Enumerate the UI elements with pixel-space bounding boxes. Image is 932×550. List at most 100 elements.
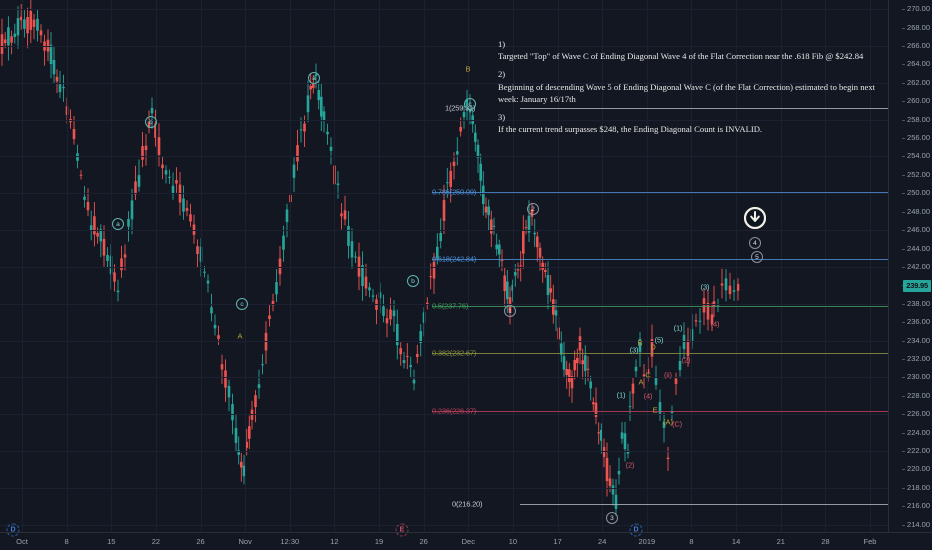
price-tick: 238.00 [902,298,930,308]
gridline-vertical [870,0,871,532]
drawing-anchor-marker[interactable]: E [395,523,409,537]
gridline-vertical [111,0,112,532]
time-tick: 17 [553,537,562,546]
wave-label: 2 [527,203,539,215]
time-tick: 14 [731,537,741,546]
price-tick: 218.00 [902,482,930,492]
price-tick: 250.00 [902,188,930,198]
price-tick: 236.00 [902,317,930,327]
gridline-vertical [67,0,68,532]
wave-label: 4 [749,237,761,249]
price-tick: 244.00 [902,243,930,253]
wave-label: (ii) [664,370,672,380]
price-tick: 214.00 [902,519,930,529]
fib-level-line[interactable] [432,259,888,260]
wave-label: (A) [663,417,673,427]
fib-level-label: 0.5(237.76) [432,301,469,311]
time-tick: 12 [330,537,339,546]
price-tick: 226.00 [902,409,930,419]
gridline-vertical [602,0,603,532]
wave-label: (2) [625,460,635,470]
time-tick: 2019 [638,537,656,546]
gridline-vertical [379,0,380,532]
gridline-vertical [290,0,291,532]
drawing-anchor-marker[interactable]: D [6,523,20,537]
wave-label: (5) [654,335,664,345]
wave-label: c [236,298,248,310]
gridline-horizontal [0,9,888,10]
time-tick: 10 [508,537,518,546]
price-tick: 260.00 [902,96,930,106]
fib-level-line[interactable] [520,504,888,505]
plot-area[interactable]: 1(259.31) 0.786(250.09) 0.618(242.84) 0.5(2… [0,0,888,532]
price-tick: 232.00 [902,353,930,363]
note-1-number: 1) [498,39,506,49]
wave-label: C [645,370,651,380]
price-tick: 248.00 [902,206,930,216]
analysis-annotation: 1) Targeted "Top" of Wave C of Ending Di… [498,38,890,141]
fib-level-label: 1(259.31) [445,103,476,113]
gridline-vertical [156,0,157,532]
gridline-vertical [245,0,246,532]
time-tick: Feb [863,537,877,546]
wave-label: B [637,338,643,348]
fib-level-label: 0(216.20) [452,499,483,509]
gridline-horizontal [0,267,888,268]
gridline-vertical [647,0,648,532]
wave-label: 1 [504,305,516,317]
price-axis[interactable]: 270.00 268.00 266.00 264.00 262.00 260.00 258.… [888,0,932,532]
fib-level-line[interactable] [432,353,888,354]
price-tick: 270.00 [902,4,930,14]
gridline-horizontal [0,341,888,342]
price-tick: 216.00 [902,501,930,511]
wave-label: a [308,72,320,84]
time-tick: 15 [107,537,116,546]
price-tick: 230.00 [902,372,930,382]
gridline-vertical [201,0,202,532]
wave-label: (4) [710,319,720,329]
gridline-horizontal [0,451,888,452]
time-tick: 26 [196,537,205,546]
gridline-horizontal [0,525,888,526]
wave-label: (3) [629,345,639,355]
price-tick: 234.00 [902,335,930,345]
wave-label: (2) [681,355,691,365]
price-tick: 264.00 [902,59,930,69]
price-tick: 242.00 [902,261,930,271]
wave-label: (1) [616,390,626,400]
price-tick: 246.00 [902,225,930,235]
note-3-number: 3) [498,112,506,123]
gridline-vertical [825,0,826,532]
wave-label: A [638,377,644,387]
price-tick: 220.00 [902,464,930,474]
wave-label: (3) [700,282,710,292]
fib-level-line[interactable] [432,306,888,307]
fib-level-line[interactable] [432,192,888,193]
fib-level-line[interactable] [520,108,888,109]
price-tick: 228.00 [902,390,930,400]
drawing-anchor-marker[interactable]: D [629,523,643,537]
wave-label: E [652,405,658,415]
price-tick: 224.00 [902,427,930,437]
wave-label: c [464,98,476,110]
gridline-horizontal [0,46,888,47]
note-3-body: If the current trend surpasses $248, the… [498,124,763,135]
time-axis[interactable]: Oct 8 15 22 26 Nov 12:30 12 19 26 Dec 10 17 24 2019 8 14… [0,532,932,550]
price-tick: 254.00 [902,151,930,161]
gridline-horizontal [0,230,888,231]
time-tick: 24 [598,537,607,546]
time-tick: 8 [689,537,694,546]
fib-level-line[interactable] [432,411,888,412]
gridline-horizontal [0,120,888,121]
gridline-horizontal [0,488,888,489]
gridline-vertical [558,0,559,532]
gridline-vertical [781,0,782,532]
wave-label: 5 [751,251,763,263]
wave-label: (4) [643,391,653,401]
price-tick: 222.00 [902,446,930,455]
time-tick: Dec [461,537,475,546]
time-tick: 12:30 [280,537,300,546]
wave-label: D [650,342,656,352]
down-arrow-icon[interactable] [744,207,766,229]
